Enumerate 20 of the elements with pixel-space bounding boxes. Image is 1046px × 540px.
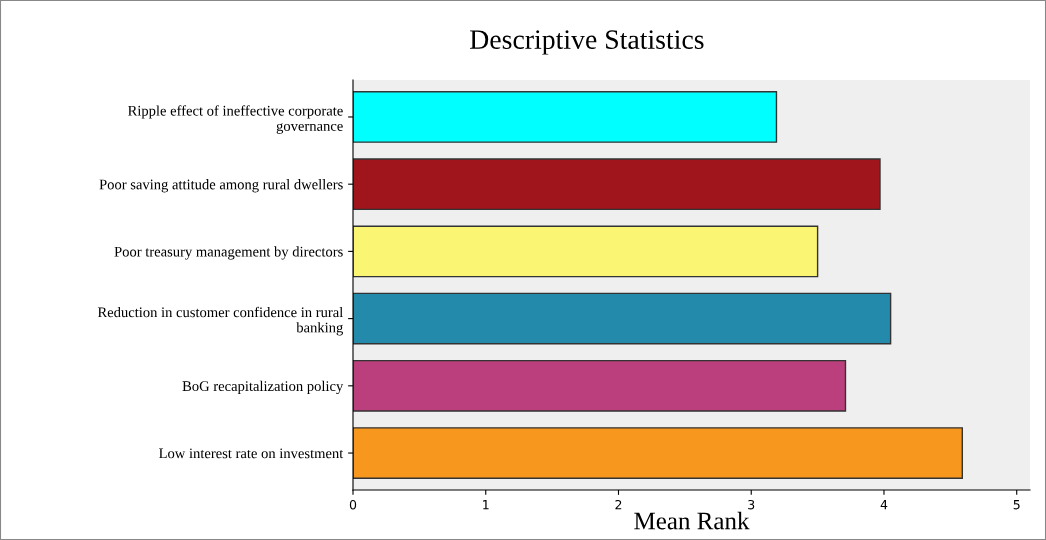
y-tick-label: Poor treasury management by directors — [114, 246, 343, 260]
y-tick-label: Low interest rate on investment — [159, 448, 344, 459]
x-tick-label: 0 — [349, 499, 357, 510]
y-tick-label: Reduction in customer confidence in rural banking — [97, 306, 343, 336]
x-tick-label: 4 — [880, 500, 888, 510]
bar — [353, 427, 963, 479]
bar — [353, 292, 892, 345]
x-tick-label: 3 — [748, 499, 755, 510]
bar — [353, 225, 819, 278]
bar — [353, 359, 847, 412]
y-tick-label: BoG recapitalization policy — [182, 380, 344, 395]
x-axis-title: Mean Rank — [634, 511, 750, 530]
x-tick-label: 5 — [1013, 500, 1020, 510]
chart-title: Descriptive Statistics — [470, 30, 704, 55]
x-tick-label: 2 — [615, 499, 622, 510]
x-tick-label: 1 — [483, 500, 489, 510]
bar — [353, 158, 881, 211]
y-tick-label: Ripple effect of ineffective corporate governance — [128, 105, 343, 134]
bar — [353, 91, 778, 143]
y-tick-label: Poor saving attitude among rural dwellers — [99, 179, 343, 193]
